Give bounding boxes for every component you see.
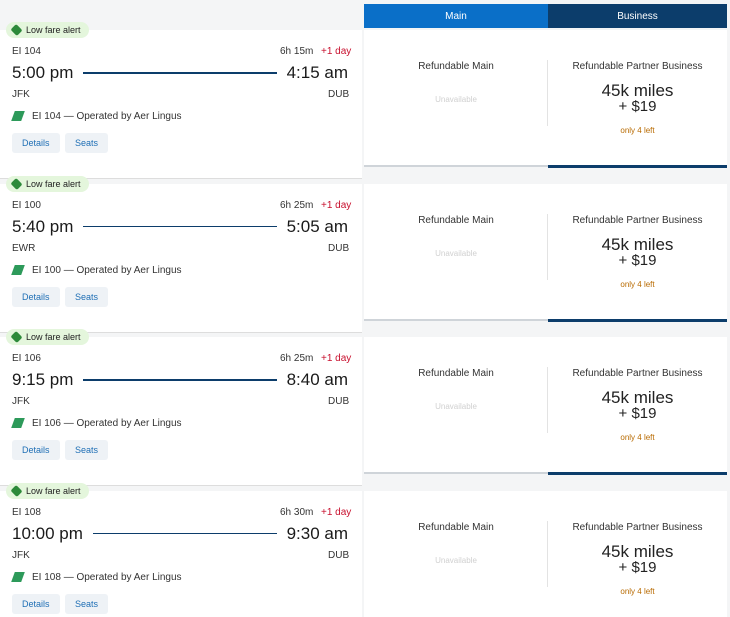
flight-number: EI 108 bbox=[12, 506, 41, 518]
flight-row bbox=[0, 30, 362, 179]
arrive-time: 5:05 am bbox=[286, 216, 348, 236]
destination: DUB bbox=[328, 396, 350, 407]
arrive-time: 8:40 am bbox=[286, 370, 348, 389]
badge: Low fare alert bbox=[6, 329, 89, 345]
button[interactable]: Details bbox=[12, 440, 60, 460]
cash: + $19 bbox=[618, 405, 657, 422]
arrive-time: 4:15 am bbox=[286, 63, 348, 82]
fare-status: Unavailable bbox=[435, 555, 477, 565]
times: 9:15 pm 8:40 am bbox=[12, 370, 348, 390]
route-line bbox=[83, 72, 277, 74]
tab-business[interactable]: Business bbox=[548, 4, 727, 28]
button[interactable]: Seats bbox=[65, 593, 109, 614]
card-bottom-selected bbox=[548, 472, 727, 475]
origin: JFK bbox=[12, 89, 30, 100]
operated-by: EI 100 — Operated by Aer Lingus bbox=[32, 264, 182, 276]
operated-by: EI 106 — Operated by Aer Lingus bbox=[32, 418, 182, 429]
duration: 6h 30m bbox=[280, 506, 314, 518]
cash: + $19 bbox=[618, 558, 657, 576]
card-bottom bbox=[364, 318, 548, 321]
origin: JFK bbox=[12, 549, 30, 561]
route-line bbox=[83, 225, 277, 228]
card[interactable] bbox=[364, 337, 727, 474]
divider bbox=[547, 367, 548, 433]
operated-by: EI 104 — Operated by Aer Lingus bbox=[32, 111, 182, 122]
next-day: +1 day bbox=[321, 353, 352, 364]
seats-left: only 4 left bbox=[620, 586, 655, 596]
fare-title: Refundable Main bbox=[418, 214, 494, 226]
divider bbox=[547, 213, 548, 280]
card-bottom bbox=[364, 472, 548, 474]
fare-title: Refundable Main bbox=[418, 521, 494, 533]
fare-status: Unavailable bbox=[435, 248, 477, 258]
badge: Low fare alert bbox=[6, 175, 89, 192]
flight-row bbox=[0, 183, 362, 333]
times: 5:00 pm 4:15 am bbox=[12, 63, 348, 83]
next-day: +1 day bbox=[321, 506, 352, 518]
card-bottom-selected bbox=[548, 165, 727, 168]
button[interactable]: Details bbox=[12, 286, 60, 307]
operated-by: EI 108 — Operated by Aer Lingus bbox=[32, 571, 182, 583]
fare-status: Unavailable bbox=[435, 402, 477, 411]
flight-row bbox=[0, 490, 362, 617]
times: 10:00 pm 9:30 am bbox=[12, 524, 348, 544]
duration: 6h 25m bbox=[280, 353, 314, 364]
fare-title: Refundable Main bbox=[418, 61, 494, 72]
seats-left: only 4 left bbox=[620, 279, 655, 289]
flight-number: EI 100 bbox=[12, 199, 41, 211]
duration: 6h 15m bbox=[280, 46, 314, 57]
divider bbox=[547, 520, 548, 587]
divider bbox=[547, 60, 548, 126]
button[interactable]: Details bbox=[12, 593, 60, 614]
button[interactable]: Seats bbox=[65, 286, 109, 307]
card-bottom bbox=[364, 165, 548, 167]
cash: + $19 bbox=[618, 98, 657, 115]
card[interactable] bbox=[364, 183, 727, 321]
route-line bbox=[83, 379, 277, 381]
badge: Low fare alert bbox=[6, 482, 89, 499]
destination: DUB bbox=[328, 242, 350, 254]
depart-time: 5:40 pm bbox=[12, 216, 74, 236]
origin: EWR bbox=[12, 242, 36, 254]
depart-time: 10:00 pm bbox=[12, 523, 83, 543]
times: 5:40 pm 5:05 am bbox=[12, 217, 348, 237]
seats-left: only 4 left bbox=[620, 126, 655, 135]
miles: 45k miles bbox=[601, 388, 674, 407]
miles: 45k miles bbox=[601, 81, 674, 100]
route-line bbox=[92, 532, 277, 535]
card[interactable] bbox=[364, 30, 727, 167]
card[interactable] bbox=[364, 490, 727, 617]
button[interactable]: Seats bbox=[65, 133, 109, 153]
flight-row bbox=[0, 337, 362, 486]
flight-number: EI 104 bbox=[12, 46, 41, 57]
fare-title: Refundable Partner Business bbox=[572, 61, 703, 72]
cash: + $19 bbox=[618, 251, 657, 269]
arrive-time: 9:30 am bbox=[286, 523, 348, 543]
miles: 45k miles bbox=[601, 541, 674, 561]
destination: DUB bbox=[328, 89, 350, 100]
flight-number: EI 106 bbox=[12, 353, 41, 364]
depart-time: 9:15 pm bbox=[12, 370, 74, 389]
button[interactable]: Seats bbox=[65, 440, 109, 460]
duration: 6h 25m bbox=[280, 199, 314, 211]
tab-main[interactable]: Main bbox=[364, 4, 548, 28]
miles: 45k miles bbox=[601, 234, 674, 254]
destination: DUB bbox=[328, 549, 350, 561]
button[interactable]: Details bbox=[12, 133, 60, 153]
badge: Low fare alert bbox=[6, 22, 89, 38]
fare-title: Refundable Partner Business bbox=[572, 521, 703, 533]
card-bottom-selected bbox=[548, 318, 727, 322]
fare-title: Refundable Main bbox=[418, 368, 494, 379]
fare-title: Refundable Partner Business bbox=[572, 214, 703, 226]
fare-status: Unavailable bbox=[435, 95, 477, 104]
depart-time: 5:00 pm bbox=[12, 63, 74, 82]
fare-title: Refundable Partner Business bbox=[572, 368, 703, 379]
seats-left: only 4 left bbox=[620, 433, 655, 442]
origin: JFK bbox=[12, 396, 30, 407]
next-day: +1 day bbox=[321, 199, 352, 211]
next-day: +1 day bbox=[321, 46, 352, 57]
